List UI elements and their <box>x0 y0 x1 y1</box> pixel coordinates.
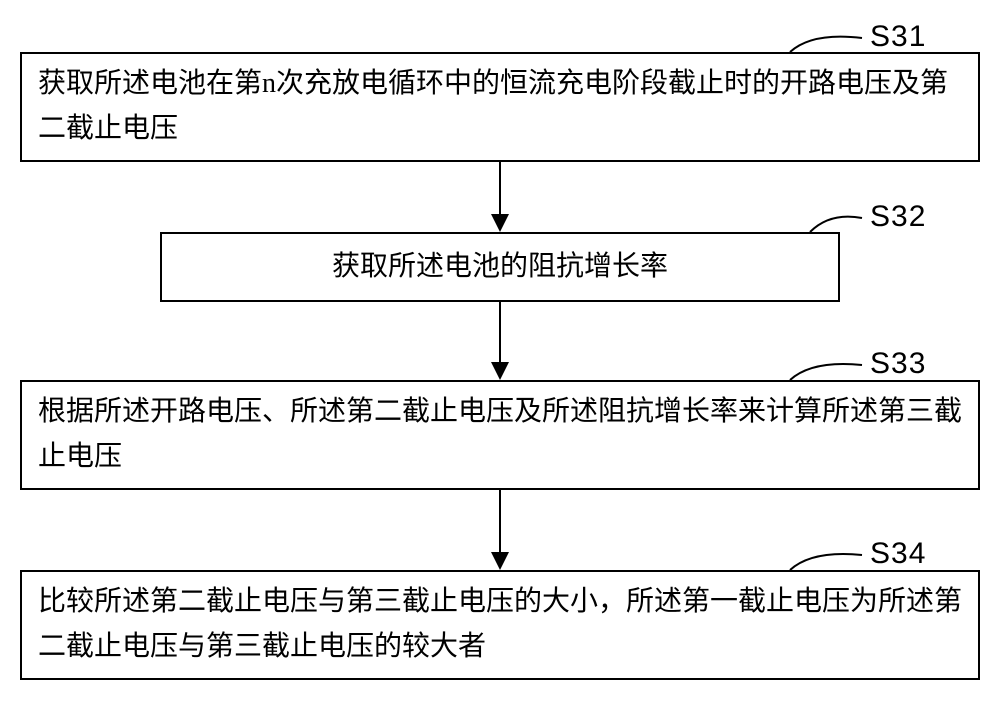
arrow-3 <box>0 0 1000 724</box>
flowchart-canvas: 获取所述电池在第n次充放电循环中的恒流充电阶段截止时的开路电压及第二截止电压 获… <box>0 0 1000 724</box>
